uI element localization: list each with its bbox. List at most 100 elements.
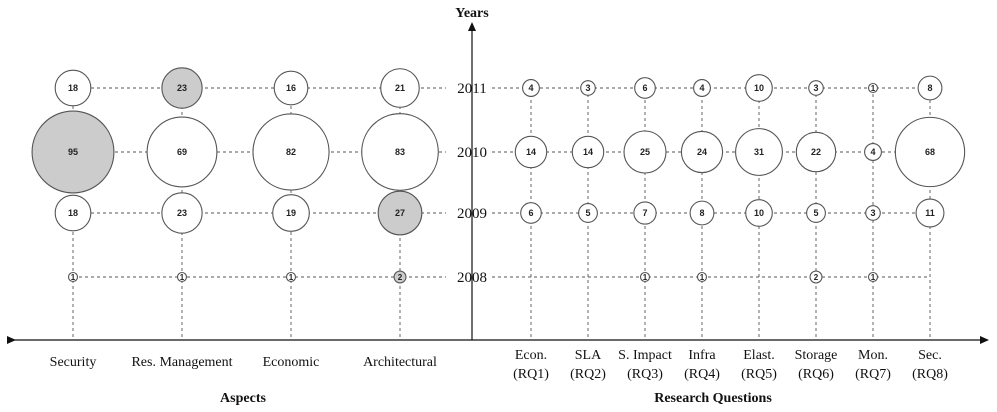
category-label: Architectural — [363, 355, 437, 370]
bubble-value: 31 — [754, 147, 764, 157]
bubble-value: 22 — [811, 147, 821, 157]
category-label: Res. Management — [131, 355, 232, 370]
bubble-value: 83 — [395, 147, 405, 157]
category-label: (RQ3) — [627, 367, 663, 382]
category-label: Storage — [795, 348, 838, 363]
bubble-value: 5 — [585, 208, 590, 218]
category-label: S. Impact — [618, 348, 672, 363]
bubble — [176, 271, 188, 283]
bubble — [272, 194, 310, 232]
bubble-value: 3 — [870, 208, 875, 218]
category-label: (RQ8) — [912, 367, 948, 382]
category-label: Elast. — [743, 348, 775, 363]
bubble-value: 4 — [870, 147, 875, 157]
bubble — [377, 190, 423, 236]
category-label: Security — [50, 355, 97, 370]
bubble — [578, 203, 598, 223]
bubble — [273, 70, 309, 106]
bubble — [161, 192, 203, 234]
bubble — [520, 202, 542, 224]
bubble — [54, 194, 92, 232]
bubble-value: 23 — [177, 83, 187, 93]
bubble-value: 24 — [697, 147, 707, 157]
bubble-value: 95 — [68, 147, 78, 157]
bubble-value: 18 — [68, 208, 78, 218]
bubble — [867, 82, 879, 94]
bubble-value: 16 — [286, 83, 296, 93]
bubble-value: 1 — [289, 273, 294, 282]
category-label: Infra — [688, 348, 716, 363]
bubble-value: 8 — [927, 83, 932, 93]
bubble-value: 6 — [528, 208, 533, 218]
category-label: Mon. — [858, 348, 888, 363]
bubble-value: 25 — [640, 147, 650, 157]
bubble-value: 18 — [68, 83, 78, 93]
left-axis-title: Aspects — [220, 391, 266, 406]
bubble-value: 3 — [585, 83, 590, 93]
category-label: (RQ6) — [798, 367, 834, 382]
bubble-value: 4 — [699, 83, 704, 93]
year-label: 2011 — [457, 81, 486, 97]
bubble — [915, 198, 945, 228]
bubble — [67, 271, 79, 283]
axes: Years Aspects Research Questions — [7, 6, 989, 406]
bubble — [917, 75, 943, 101]
bubble-value: 69 — [177, 147, 187, 157]
y-axis-title: Years — [455, 6, 489, 21]
category-label: (RQ5) — [741, 367, 777, 382]
bubble — [867, 271, 879, 283]
bubble — [894, 116, 966, 188]
bubble — [623, 130, 667, 174]
bubble-value: 7 — [642, 208, 647, 218]
bubble — [639, 271, 651, 283]
bubble — [522, 79, 540, 97]
bubble — [634, 77, 656, 99]
category-label: SLA — [575, 348, 602, 363]
bubble-value: 1 — [700, 273, 705, 282]
bubble-value: 68 — [925, 147, 935, 157]
category-label: Econ. — [515, 348, 547, 363]
bubble — [809, 270, 823, 284]
bubble-value: 10 — [754, 208, 764, 218]
year-label: 2008 — [457, 270, 487, 286]
bubble-value: 1 — [871, 273, 876, 282]
bubble — [696, 271, 708, 283]
bubble-value: 8 — [699, 208, 704, 218]
category-label: (RQ1) — [513, 367, 549, 382]
bubble — [633, 201, 657, 225]
bubble-value: 1 — [643, 273, 648, 282]
bubble — [580, 80, 596, 96]
bubble — [795, 131, 837, 173]
bubble — [252, 113, 330, 191]
bubble-value: 27 — [395, 208, 405, 218]
bubble-value: 14 — [526, 147, 536, 157]
bubble — [745, 74, 773, 102]
bubble — [393, 270, 407, 284]
bubble-value: 2 — [398, 273, 403, 282]
bubble-value: 19 — [286, 208, 296, 218]
bubble-value: 11 — [925, 208, 935, 218]
bubble — [380, 68, 420, 108]
bubble-value: 6 — [642, 83, 647, 93]
bubble-value: 10 — [754, 83, 764, 93]
bubble — [689, 200, 715, 226]
bubble — [31, 110, 115, 194]
bubble — [285, 271, 297, 283]
axis-labels: 2011 2010 2009 2008 Security Res. Management E… — [50, 81, 949, 382]
bubble-value: 2 — [814, 273, 819, 282]
bubble — [806, 203, 826, 223]
bubble — [571, 135, 605, 169]
bubble-value: 82 — [286, 147, 296, 157]
bubble — [161, 67, 203, 109]
bubble-value: 21 — [395, 83, 405, 93]
bubble — [808, 80, 824, 96]
bubble — [865, 205, 881, 221]
year-label: 2009 — [457, 206, 487, 222]
year-label: 2010 — [457, 145, 487, 161]
bubble-value: 14 — [583, 147, 593, 157]
right-axis-title: Research Questions — [654, 391, 772, 406]
bubble — [361, 113, 439, 191]
bubble-value: 4 — [528, 83, 533, 93]
